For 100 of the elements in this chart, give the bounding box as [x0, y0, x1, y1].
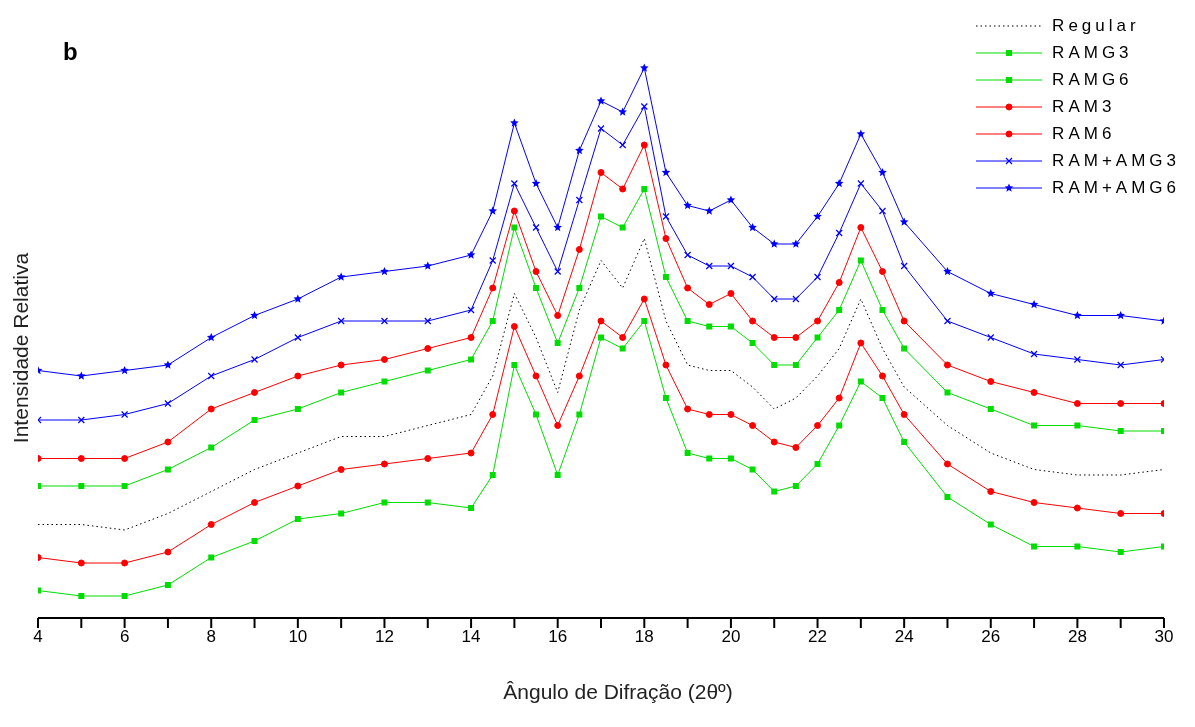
point — [337, 466, 345, 473]
point — [640, 63, 649, 72]
point — [857, 224, 865, 231]
point — [78, 593, 85, 599]
point — [121, 593, 128, 599]
point — [489, 472, 496, 478]
point — [424, 367, 431, 374]
point — [727, 455, 734, 462]
point — [769, 239, 779, 248]
point — [748, 273, 757, 281]
point — [792, 444, 800, 451]
point — [510, 118, 519, 127]
point — [1117, 549, 1124, 555]
point — [727, 411, 735, 418]
point — [814, 317, 822, 325]
point — [336, 272, 346, 281]
point — [294, 333, 302, 342]
point — [619, 345, 626, 352]
point — [943, 460, 951, 468]
point — [813, 273, 822, 281]
point — [554, 312, 562, 319]
point — [684, 284, 692, 292]
point — [510, 207, 518, 215]
point — [596, 96, 606, 105]
point — [380, 267, 389, 276]
point — [834, 179, 844, 188]
point — [986, 289, 996, 298]
point — [380, 460, 388, 468]
point — [662, 274, 669, 280]
point — [381, 378, 388, 385]
point — [488, 206, 498, 215]
point — [814, 334, 821, 341]
point — [531, 179, 541, 188]
point — [424, 345, 432, 352]
x-tick-label: 8 — [206, 627, 216, 647]
point — [835, 229, 843, 237]
point — [749, 340, 756, 346]
point — [77, 371, 86, 380]
legend-label: RAMG3 — [1052, 42, 1133, 63]
point — [1031, 422, 1038, 429]
point — [879, 307, 886, 313]
point — [987, 378, 995, 385]
point — [576, 285, 583, 291]
point — [857, 257, 864, 264]
point — [337, 361, 345, 369]
point — [1073, 504, 1081, 512]
point — [619, 141, 627, 149]
legend-label: RAM+AMG3 — [1052, 150, 1180, 171]
point — [792, 334, 800, 341]
point — [641, 318, 648, 324]
point — [468, 505, 475, 511]
point — [467, 334, 475, 341]
point — [294, 516, 301, 522]
text: b — [63, 38, 78, 66]
point — [987, 488, 995, 495]
point — [684, 450, 691, 456]
point — [705, 262, 713, 270]
point — [1116, 311, 1125, 320]
point — [899, 217, 909, 226]
point — [901, 345, 908, 352]
point — [727, 290, 735, 297]
point — [163, 360, 173, 369]
point — [814, 461, 821, 467]
point — [294, 406, 301, 412]
point — [683, 201, 692, 210]
point — [813, 212, 822, 221]
point — [533, 285, 540, 291]
point — [337, 317, 345, 325]
point — [575, 146, 584, 155]
point — [662, 212, 670, 221]
x-axis-title: Ângulo de Difração (2θº) — [502, 680, 734, 704]
point — [424, 499, 431, 506]
point — [78, 483, 85, 489]
point — [489, 256, 497, 265]
x-tick-label: 30 — [1154, 627, 1174, 647]
point — [1074, 543, 1081, 550]
point — [294, 372, 302, 380]
y-axis-title: Intensidade Relativa — [9, 252, 33, 444]
point — [943, 317, 952, 325]
point — [164, 548, 172, 556]
point — [1030, 499, 1038, 506]
point — [207, 405, 215, 413]
point — [250, 311, 259, 320]
point — [1117, 428, 1124, 434]
point — [251, 389, 259, 396]
point — [879, 372, 886, 380]
point — [208, 444, 215, 451]
point — [533, 411, 540, 418]
point — [836, 422, 843, 429]
point — [641, 186, 648, 192]
point — [987, 406, 994, 412]
point — [706, 455, 713, 462]
point — [598, 334, 604, 341]
point — [1073, 400, 1081, 407]
point — [944, 494, 951, 500]
point — [553, 223, 562, 232]
point — [294, 482, 302, 490]
point — [208, 554, 215, 561]
point — [857, 179, 865, 188]
point — [835, 394, 843, 402]
